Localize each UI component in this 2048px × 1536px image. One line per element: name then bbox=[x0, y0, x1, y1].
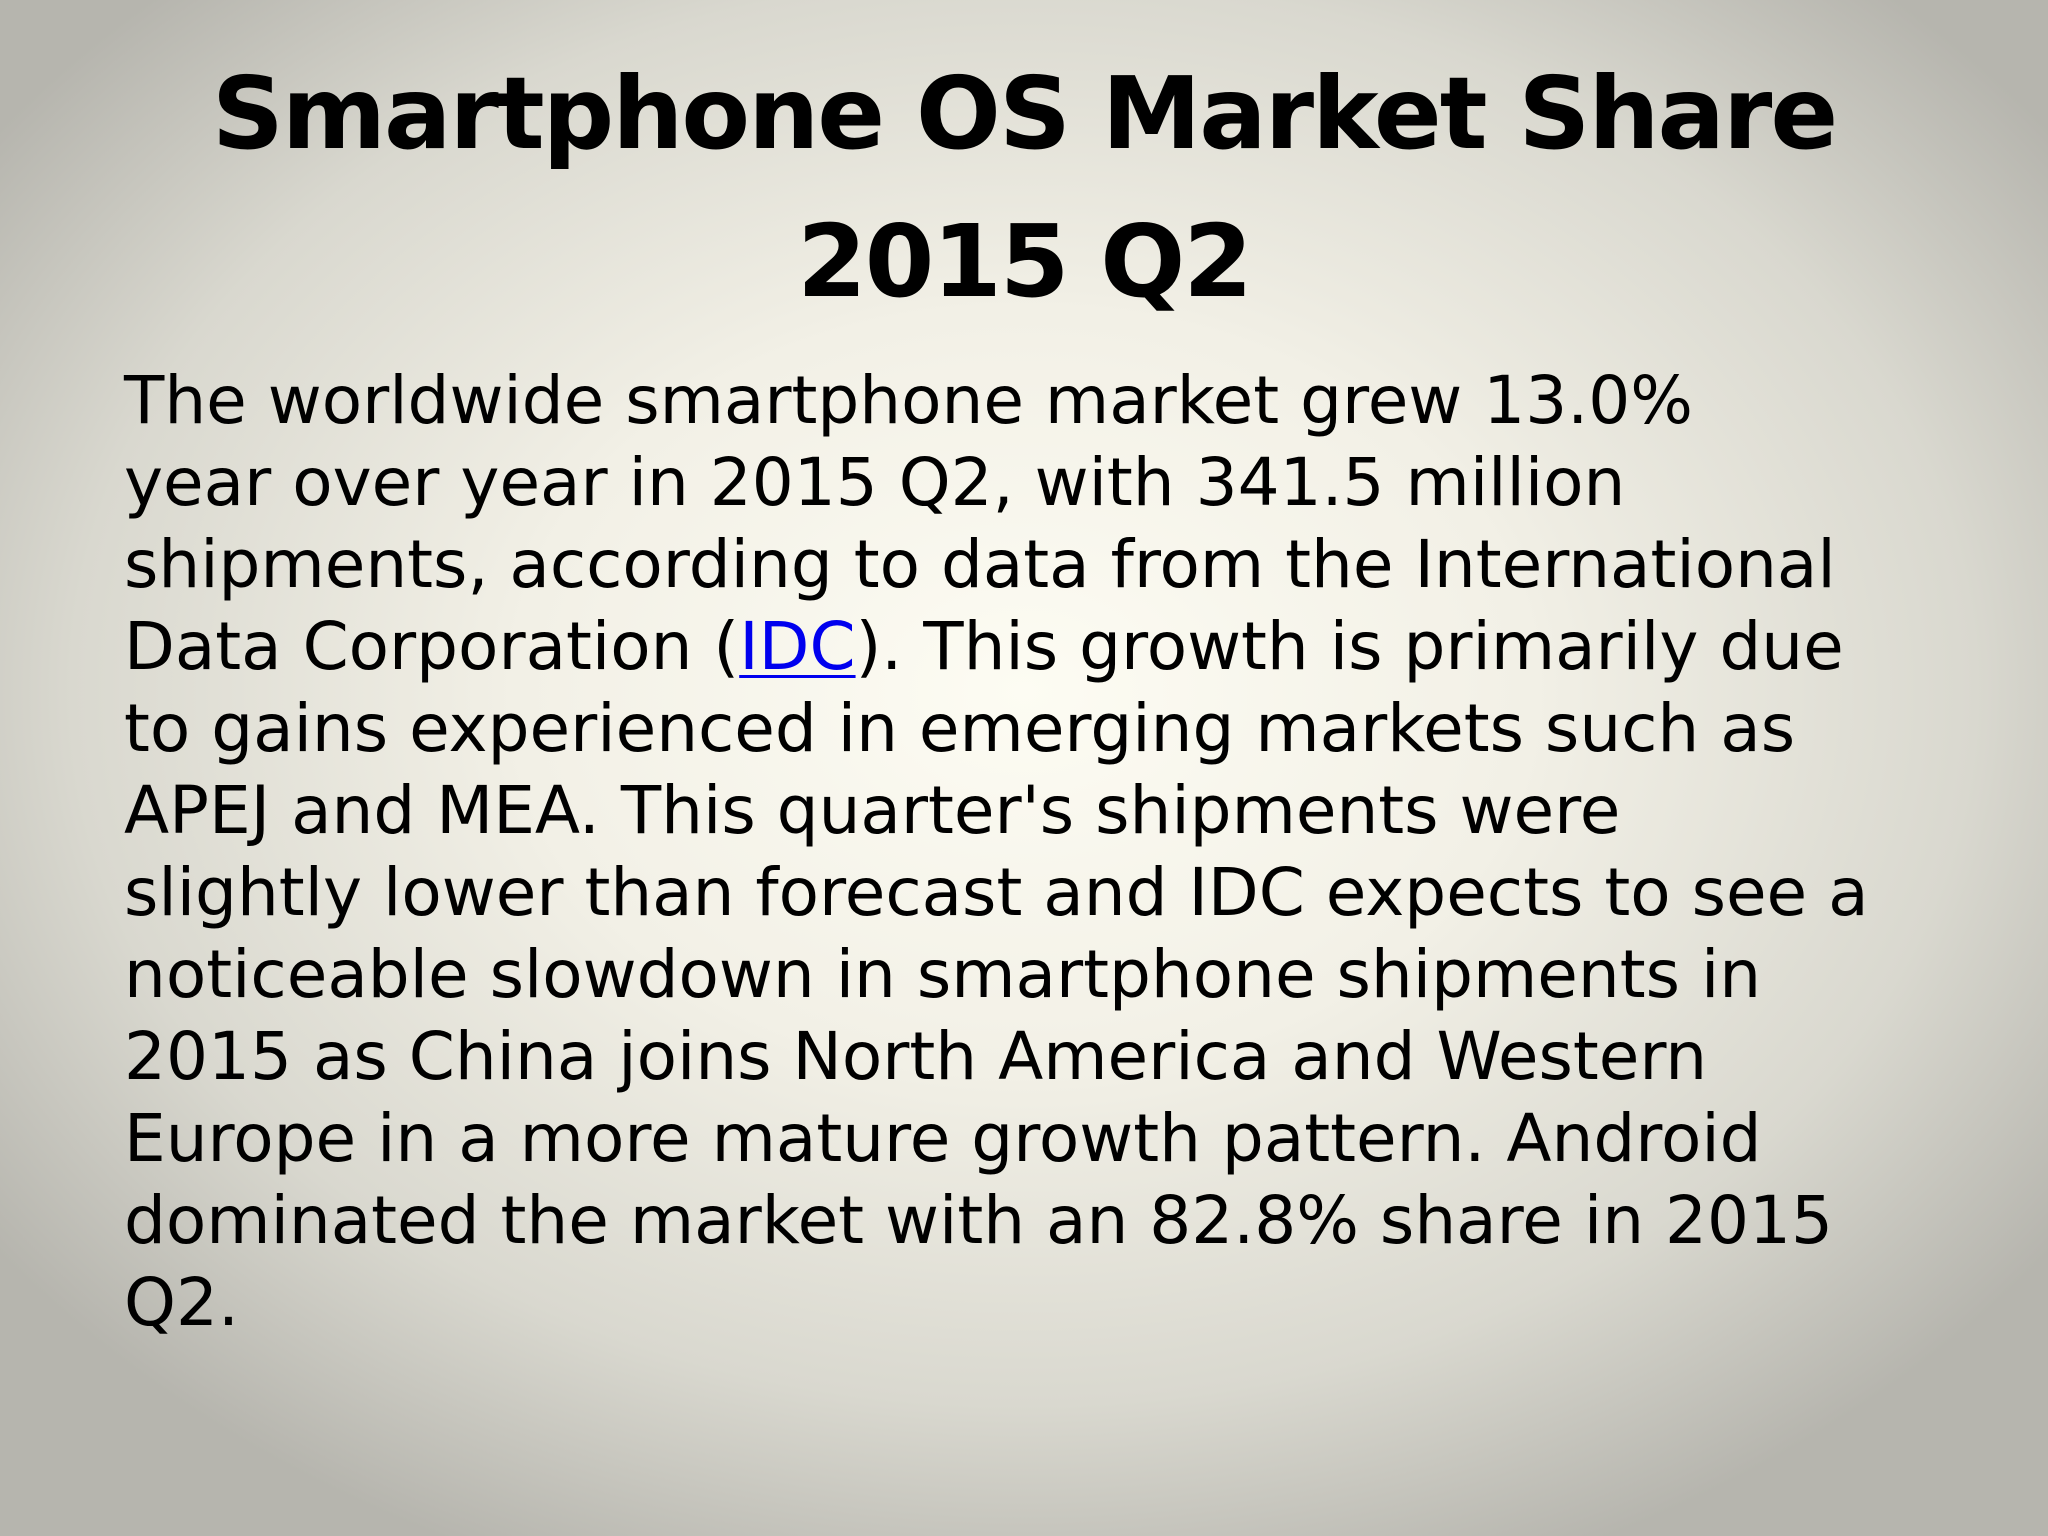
body-line-with-link: Data Corporation (IDC). This growth is p… bbox=[124, 606, 1924, 688]
body-line: slightly lower than forecast and IDC exp… bbox=[124, 854, 1869, 931]
slide-title-line-1: Smartphone OS Market Share bbox=[211, 55, 1838, 172]
body-line: dominated the market with an 82.8% share… bbox=[124, 1182, 1833, 1259]
body-line: 2015 as China joins North America and We… bbox=[124, 1018, 1708, 1095]
body-line: to gains experienced in emerging markets… bbox=[124, 690, 1796, 767]
body-text-segment: ). This growth is primarily due bbox=[855, 608, 1844, 685]
body-line: noticeable slowdown in smartphone shipme… bbox=[124, 936, 1762, 1013]
body-line: year over year in 2015 Q2, with 341.5 mi… bbox=[124, 444, 1626, 521]
body-text-segment: Data Corporation ( bbox=[124, 608, 740, 685]
slide-body-text: The worldwide smartphone market grew 13.… bbox=[124, 360, 1924, 1344]
body-line: The worldwide smartphone market grew 13.… bbox=[124, 362, 1693, 439]
idc-link[interactable]: IDC bbox=[739, 608, 856, 685]
body-line: Q2. bbox=[124, 1264, 239, 1341]
body-line: Europe in a more mature growth pattern. … bbox=[124, 1100, 1762, 1177]
body-line: APEJ and MEA. This quarter's shipments w… bbox=[124, 772, 1621, 849]
slide-title: Smartphone OS Market Share 2015 Q2 bbox=[0, 40, 2048, 336]
slide-title-line-2: 2015 Q2 bbox=[797, 203, 1253, 320]
body-line: shipments, according to data from the In… bbox=[124, 526, 1836, 603]
